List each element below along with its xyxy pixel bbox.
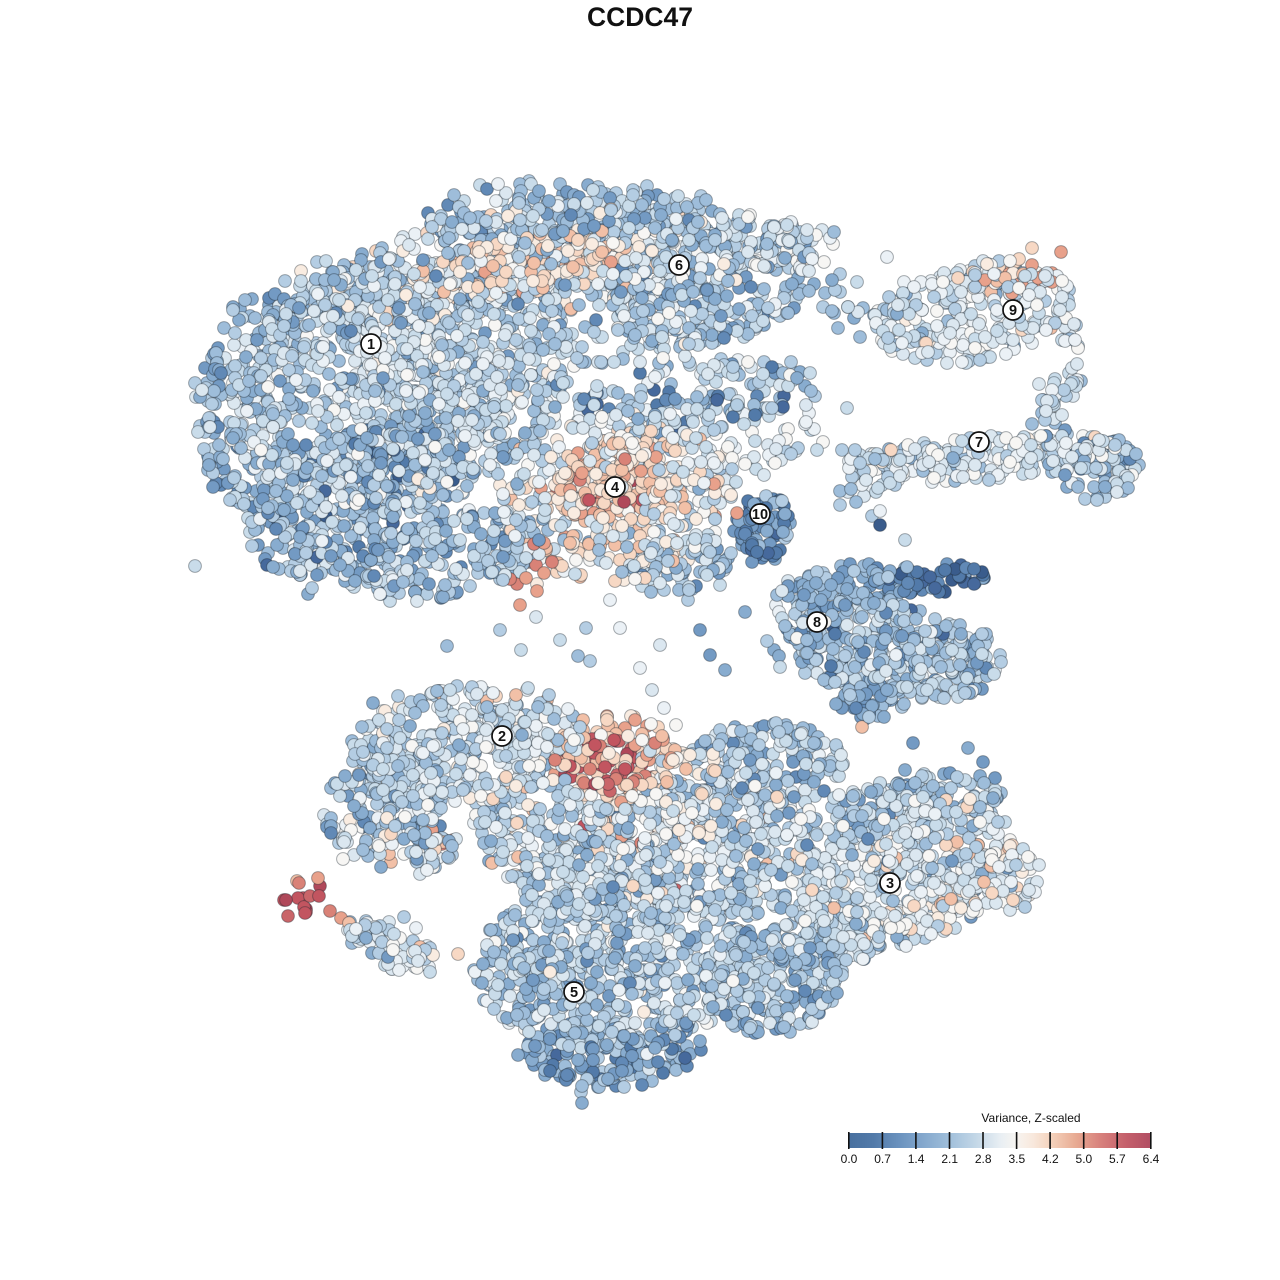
svg-text:CCDC47: CCDC47 — [587, 2, 693, 32]
